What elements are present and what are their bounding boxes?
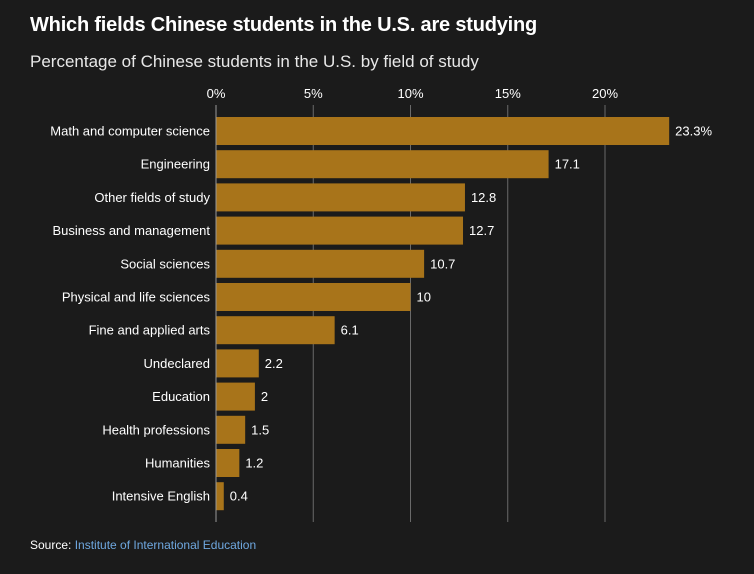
category-label: Social sciences — [120, 256, 210, 271]
value-label: 12.7 — [469, 223, 494, 238]
bar — [216, 316, 335, 345]
value-label: 1.5 — [251, 422, 269, 437]
bar — [216, 349, 259, 378]
category-label: Math and computer science — [50, 124, 210, 139]
bar — [216, 150, 549, 179]
category-label: Humanities — [145, 456, 211, 471]
x-tick-label: 5% — [304, 86, 323, 101]
source-label: Source: — [30, 538, 72, 552]
category-label: Education — [152, 389, 210, 404]
value-label: 17.1 — [555, 157, 580, 172]
category-label: Physical and life sciences — [62, 290, 211, 305]
x-tick-label: 10% — [397, 86, 423, 101]
chart-subtitle: Percentage of Chinese students in the U.… — [30, 52, 479, 71]
category-label: Fine and applied arts — [89, 323, 211, 338]
x-tick-label: 0% — [207, 86, 226, 101]
bar — [216, 449, 240, 477]
bar — [216, 482, 224, 511]
bar — [216, 415, 246, 444]
bar — [216, 183, 465, 212]
value-label: 2 — [261, 389, 268, 404]
category-label: Undeclared — [144, 356, 211, 371]
value-label: 10 — [417, 290, 431, 305]
value-label: 2.2 — [265, 356, 283, 371]
category-label: Business and management — [52, 223, 210, 238]
bar — [216, 382, 255, 411]
value-label: 1.2 — [245, 456, 263, 471]
source-link[interactable]: Institute of International Education — [74, 538, 257, 552]
category-label: Intensive English — [112, 489, 210, 504]
bar — [216, 117, 670, 145]
source-note: Source: Institute of International Educa… — [30, 538, 256, 552]
value-label: 23.3% — [675, 124, 712, 139]
chart-title: Which fields Chinese students in the U.S… — [30, 14, 538, 36]
bar — [216, 283, 411, 311]
bar — [216, 249, 425, 278]
category-label: Engineering — [141, 157, 210, 172]
x-tick-label: 15% — [495, 86, 521, 101]
value-label: 12.8 — [471, 190, 496, 205]
x-tick-label: 20% — [592, 86, 618, 101]
value-label: 10.7 — [430, 256, 455, 271]
value-label: 6.1 — [341, 323, 359, 338]
value-label: 0.4 — [230, 489, 248, 504]
category-label: Other fields of study — [94, 190, 210, 205]
category-label: Health professions — [102, 422, 210, 437]
bar — [216, 216, 464, 245]
